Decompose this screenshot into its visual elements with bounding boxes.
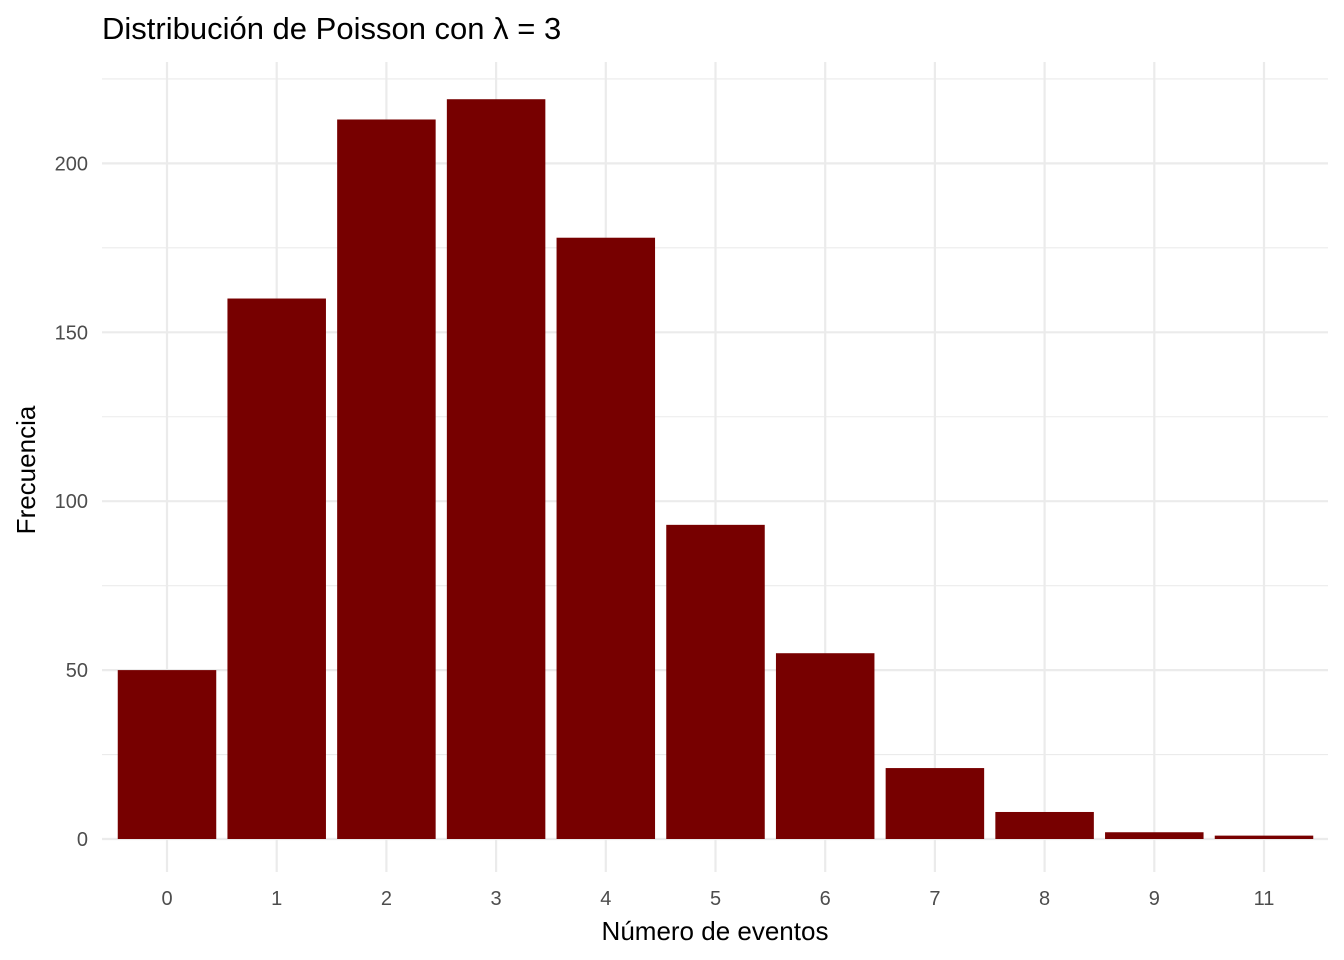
y-tick-label: 200 (55, 153, 88, 175)
bar-11 (1214, 835, 1314, 839)
x-tick-label: 5 (710, 888, 721, 910)
x-tick-label: 7 (929, 888, 940, 910)
bar-1 (227, 298, 326, 839)
bar-0 (117, 670, 217, 839)
bar-2 (337, 119, 436, 839)
x-axis-tick-labels: 0 1 2 3 4 5 6 7 8 9 11 (161, 888, 1274, 910)
x-tick-label: 1 (271, 888, 282, 910)
chart-title: Distribución de Poisson con λ = 3 (102, 11, 561, 46)
x-tick-label: 3 (491, 888, 502, 910)
y-tick-label: 150 (55, 322, 88, 344)
y-tick-label: 50 (66, 660, 88, 682)
bar-7 (885, 768, 985, 839)
bar-5 (666, 524, 765, 839)
x-axis-title: Número de eventos (602, 916, 829, 946)
x-tick-label: 9 (1149, 888, 1160, 910)
x-tick-label: 2 (381, 888, 392, 910)
y-axis-title: Frecuencia (11, 405, 41, 534)
bar-9 (1105, 832, 1204, 839)
bar-6 (775, 653, 875, 839)
bars (117, 99, 1314, 839)
y-axis-tick-labels: 0 50 100 150 200 (55, 153, 88, 851)
x-tick-label: 11 (1254, 888, 1275, 910)
x-tick-label: 8 (1039, 888, 1050, 910)
bar-3 (446, 99, 546, 839)
x-tick-label: 0 (161, 888, 172, 910)
x-tick-label: 6 (820, 888, 831, 910)
x-tick-label: 4 (600, 888, 611, 910)
bar-8 (995, 811, 1094, 839)
y-tick-label: 0 (77, 829, 88, 851)
y-tick-label: 100 (55, 491, 88, 513)
bar-4 (556, 237, 656, 839)
